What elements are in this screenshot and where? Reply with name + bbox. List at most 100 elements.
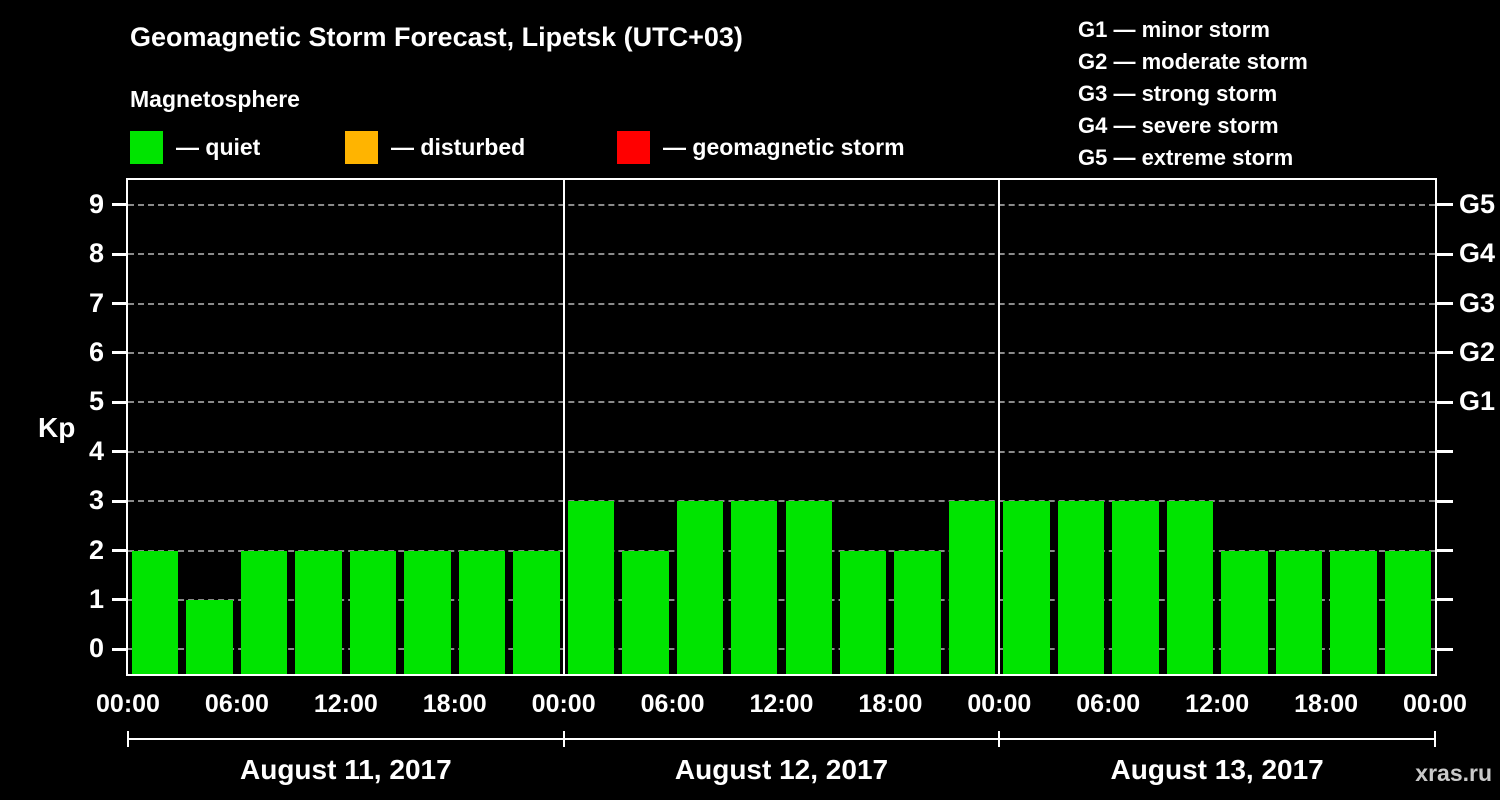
storm-scale-g1: G1 — minor storm	[1078, 17, 1270, 42]
kp-bar	[458, 550, 506, 674]
y-axis-tick-right	[1437, 252, 1453, 256]
g-scale-tick-label: G3	[1459, 287, 1496, 318]
storm-scale-g4: G4 — severe storm	[1078, 113, 1279, 138]
watermark: xras.ru	[1415, 760, 1492, 786]
storm-label: — geomagnetic storm	[663, 134, 905, 160]
disturbed-label: — disturbed	[391, 134, 526, 160]
legend-item-disturbed: — disturbed	[345, 131, 525, 164]
x-axis-tick-label: 00:00	[96, 690, 160, 718]
x-axis-tick-label: 12:00	[749, 690, 814, 718]
storm-scale-g5: G5 — extreme storm	[1078, 145, 1294, 170]
kp-bar	[295, 550, 342, 674]
y-axis-tick-right	[1437, 598, 1453, 602]
storm-scale-legend: G1 — minor storm G2 — moderate storm G3 …	[1078, 14, 1308, 174]
grid-line	[128, 648, 1435, 651]
x-axis-tick-label: 00:00	[967, 690, 1032, 718]
y-axis-tick-label: 0	[88, 633, 104, 664]
grid-line	[128, 450, 1435, 453]
y-axis-tick-label: 8	[88, 238, 104, 269]
x-axis-tick-label: 06:00	[1076, 690, 1141, 718]
storm-color-swatch	[617, 131, 650, 164]
y-axis-tick-label: 3	[88, 485, 104, 516]
x-axis-tick-label: 18:00	[422, 690, 487, 718]
chart-subtitle: Magnetosphere	[130, 86, 300, 112]
g-scale-tick-label: G2	[1459, 336, 1496, 367]
y-axis-tick-right	[1437, 203, 1453, 207]
chart-title: Geomagnetic Storm Forecast, Lipetsk (UTC…	[130, 22, 743, 52]
kp-bar	[567, 501, 615, 674]
g-scale-tick-label: G5	[1459, 188, 1496, 219]
y-axis-tick-label: 9	[88, 188, 104, 219]
kp-bar	[1221, 550, 1268, 674]
y-axis-tick-right	[1437, 351, 1453, 355]
kp-bar	[1384, 550, 1431, 674]
kp-bar	[785, 501, 832, 674]
x-axis-tick-label: 06:00	[640, 690, 705, 718]
x-axis-tick-label: 00:00	[531, 690, 596, 718]
day-axis-tick	[1434, 731, 1436, 747]
grid-line	[128, 401, 1435, 404]
grid-line	[128, 598, 1435, 601]
g-scale-tick-label: G4	[1459, 238, 1496, 269]
grid-line	[128, 549, 1435, 552]
kp-bar	[1275, 550, 1323, 674]
y-axis-tick-right	[1437, 549, 1453, 552]
legend-item-storm: — geomagnetic storm	[617, 131, 905, 164]
kp-bar	[948, 501, 996, 674]
x-axis-tick-label: 06:00	[204, 690, 269, 718]
storm-scale-g2: G2 — moderate storm	[1078, 49, 1308, 74]
kp-bar	[731, 501, 778, 674]
y-axis-tick-right	[1437, 450, 1453, 454]
x-axis-tick-label: 18:00	[858, 690, 923, 718]
day-label: August 12, 2017	[674, 754, 889, 785]
y-axis-tick-label: 7	[88, 287, 104, 318]
storm-scale-g3: G3 — strong storm	[1078, 81, 1278, 106]
kp-axis-label: Kp	[38, 412, 76, 443]
x-axis-tick-label: 00:00	[1403, 690, 1467, 718]
quiet-label: — quiet	[176, 134, 261, 160]
day-separator-line	[562, 180, 565, 674]
grid-line	[128, 253, 1435, 256]
y-axis-tick-right	[1437, 499, 1453, 503]
x-axis-tick-label: 18:00	[1294, 690, 1359, 718]
kp-bar	[240, 550, 288, 674]
grid-line	[128, 302, 1435, 305]
quiet-color-swatch	[130, 131, 163, 164]
kp-bar	[1166, 501, 1214, 674]
kp-bar	[676, 501, 724, 674]
x-axis-tick-label: 12:00	[313, 690, 378, 718]
plot-area	[126, 178, 1437, 676]
kp-bar	[132, 550, 179, 674]
y-axis-tick-label: 1	[88, 583, 104, 614]
kp-bar	[1330, 550, 1377, 674]
g-scale-tick-label: G1	[1459, 386, 1496, 417]
legend-item-quiet: — quiet	[130, 131, 260, 164]
kp-bar	[404, 550, 451, 674]
y-axis-tick-right	[1437, 302, 1453, 305]
day-axis-tick	[127, 731, 129, 747]
day-label: August 13, 2017	[1110, 754, 1324, 785]
grid-line	[128, 203, 1435, 206]
grid-line	[128, 500, 1435, 503]
grid-line	[128, 351, 1435, 354]
day-separator-line	[998, 180, 1001, 674]
kp-bar	[1003, 501, 1050, 674]
kp-bar	[1057, 501, 1105, 674]
kp-bar	[839, 550, 887, 674]
kp-bar	[349, 550, 397, 674]
y-axis-tick-right	[1437, 400, 1453, 404]
x-axis-tick-label: 12:00	[1185, 690, 1250, 718]
kp-bar	[894, 550, 941, 674]
day-axis-tick	[998, 731, 1001, 747]
kp-bar	[1112, 501, 1159, 674]
day-axis-line	[128, 738, 1435, 740]
y-axis-tick-right	[1437, 647, 1453, 651]
y-axis-tick-label: 2	[88, 534, 104, 565]
kp-bar	[513, 550, 560, 674]
kp-bar	[186, 599, 233, 674]
day-axis-tick	[562, 731, 565, 747]
y-axis-tick-label: 6	[88, 336, 104, 367]
day-label: August 11, 2017	[240, 754, 452, 785]
kp-bar	[622, 550, 669, 674]
